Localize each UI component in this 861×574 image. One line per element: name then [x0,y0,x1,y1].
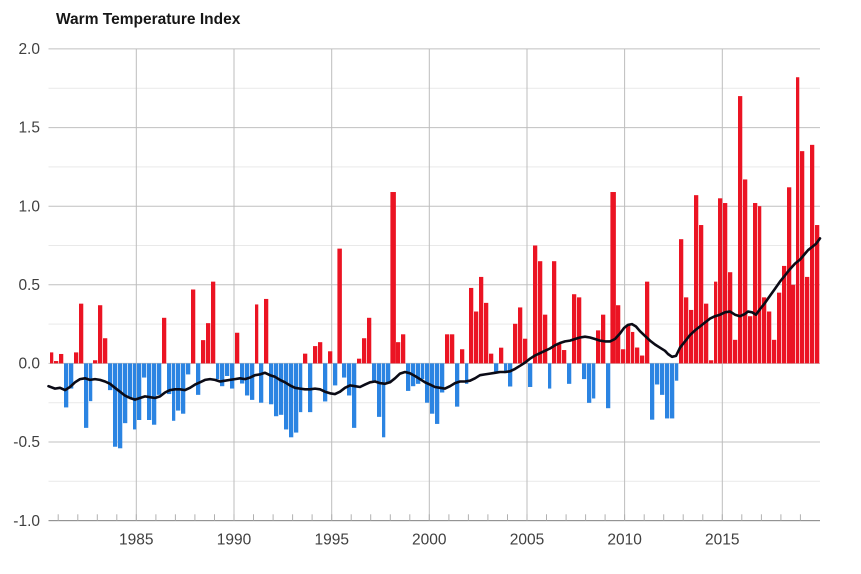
svg-text:Warm Temperature Index: Warm Temperature Index [56,11,241,28]
svg-text:1985: 1985 [119,532,153,549]
svg-text:0.0: 0.0 [18,356,40,373]
svg-text:1.0: 1.0 [18,198,40,215]
svg-text:1990: 1990 [217,532,252,549]
svg-text:-0.5: -0.5 [13,434,40,451]
svg-text:1995: 1995 [314,532,348,549]
svg-text:2015: 2015 [705,532,739,549]
svg-text:2.0: 2.0 [18,41,40,58]
svg-text:0.5: 0.5 [18,277,40,294]
svg-text:2010: 2010 [607,532,642,549]
svg-text:1.5: 1.5 [18,120,40,137]
svg-text:2000: 2000 [412,532,447,549]
svg-text:-1.0: -1.0 [13,513,40,530]
svg-text:2005: 2005 [510,532,544,549]
